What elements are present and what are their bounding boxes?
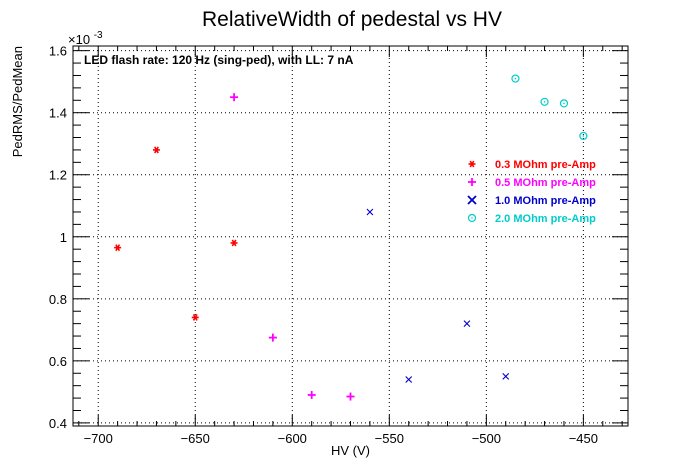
marker-stroke [463,320,471,328]
data-point-series-2 [502,372,510,380]
x-tick-label: −650 [181,431,210,446]
legend-marker [467,213,477,223]
legend-marker [467,195,477,205]
data-point-series-2 [405,376,413,383]
marker-ring [511,74,520,83]
marker-stroke [469,160,475,168]
legend-marker [468,160,476,168]
y-exponent-base: ×10 [68,32,90,47]
data-point-series-2 [463,320,471,328]
data-point-series-0 [114,244,122,252]
marker-stroke [502,372,510,380]
chart-title: RelativeWidth of pedestal vs HV [202,8,502,31]
data-point-series-2 [366,208,374,216]
legend-label: 1.0 MOhm pre-Amp [495,195,596,207]
y-axis-title: PedRMS/PedMean [10,46,25,157]
y-tick-label: 1.6 [49,44,67,59]
legend-marker [468,178,476,186]
marker-ring [579,131,588,141]
x-axis-title: HV (V) [331,443,370,458]
y-tick-label: 1 [60,230,67,245]
x-tick-label: −550 [375,431,404,446]
data-point-series-3 [511,74,520,83]
marker-dot [563,102,565,105]
y-tick-label: 1.4 [49,106,67,121]
y-tick-label: 0.8 [49,292,67,307]
plot-frame [72,45,629,427]
y-tick-label: 0.6 [49,354,67,369]
y-exponent-power: -3 [94,30,103,41]
data-point-series-1 [307,390,316,399]
data-point-series-1 [230,93,239,102]
marker-stroke [366,208,374,216]
x-tick-label: −600 [278,431,307,446]
legend-label: 0.3 MOhm pre-Amp [495,159,596,171]
x-tick-label: −450 [569,431,598,446]
marker-ring [559,99,569,108]
annotation-text: LED flash rate: 120 Hz (sing-ped), with … [84,53,354,67]
tick-labels: −700 −650 −600 −550 −500 −450 0.4 0.6 0.8 1 1.2 1.4… [49,44,598,446]
marker-dot [543,101,546,103]
y-exponent-label: ×10 -3 [68,30,103,47]
data-points [114,74,588,401]
marker-ring [467,213,477,223]
marker-stroke [192,313,198,321]
data-point-series-1 [346,392,355,401]
marker-ring [540,97,549,106]
y-tick-label: 0.4 [49,416,67,431]
marker-stroke [115,244,121,252]
legend-label: 2.0 MOhm pre-Amp [495,213,596,225]
data-point-series-0 [230,239,238,247]
axis-ticks [73,46,628,426]
data-point-series-3 [559,99,569,108]
marker-stroke [231,239,237,247]
data-point-series-1 [268,333,277,342]
data-point-series-0 [152,146,160,154]
marker-dot [471,217,473,219]
marker-dot [514,77,517,80]
data-point-series-3 [540,97,549,106]
grid [73,46,628,426]
marker-dot [582,135,585,137]
y-tick-label: 1.2 [49,168,67,183]
data-point-series-3 [579,131,588,141]
x-tick-label: −500 [472,431,501,446]
marker-stroke [154,146,159,154]
legend-label: 0.5 MOhm pre-Amp [495,177,596,189]
legend: 0.3 MOhm pre-Amp 0.5 MOhm pre-Amp 1.0 MOhm… [467,159,596,225]
x-tick-label: −700 [84,431,113,446]
data-point-series-0 [191,313,199,321]
marker-stroke [405,376,413,383]
